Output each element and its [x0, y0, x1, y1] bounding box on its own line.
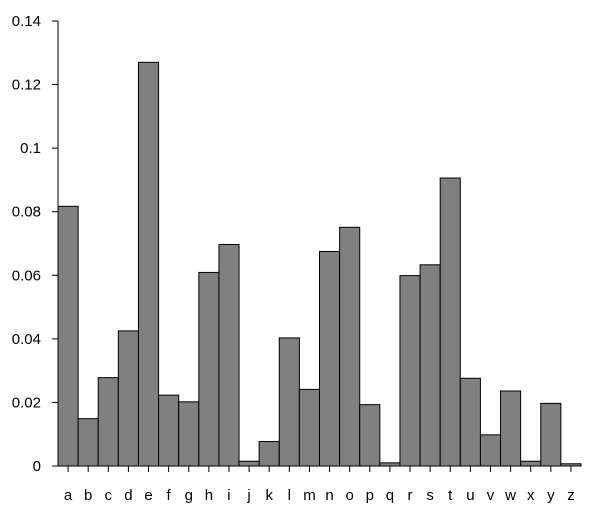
x-tick-label: g	[185, 487, 193, 504]
x-tick-label: d	[124, 487, 132, 504]
x-tick-label: l	[288, 487, 291, 504]
bar-s	[419, 264, 441, 467]
x-tick-label: o	[346, 487, 354, 504]
x-tick-label: e	[144, 487, 152, 504]
x-tick-label: h	[205, 487, 213, 504]
bar-t	[439, 177, 461, 467]
bar-m	[298, 388, 320, 467]
y-tick-label: 0.14	[12, 13, 41, 30]
y-axis: 0 0.02 0.04 0.06 0.08 0.1 0.12 0.14	[12, 13, 59, 475]
x-tick-label: k	[265, 487, 273, 504]
bar-i	[218, 243, 240, 467]
x-tick-label: q	[386, 487, 394, 504]
bar-f	[158, 394, 180, 467]
bar-x	[520, 460, 542, 467]
bar-g	[178, 401, 200, 467]
x-tick-label: a	[64, 487, 73, 504]
y-tick-label: 0	[33, 458, 41, 475]
bar-w	[500, 390, 522, 467]
x-tick-label: w	[504, 487, 516, 504]
bar-h	[198, 271, 220, 467]
x-tick-label: s	[426, 487, 434, 504]
bar-l	[278, 337, 300, 467]
y-tick-label: 0.02	[12, 394, 41, 411]
x-tick-label: i	[227, 487, 230, 504]
y-tick-label: 0.04	[12, 331, 41, 348]
y-tick-label: 0.08	[12, 204, 41, 221]
x-tick-label: u	[466, 487, 474, 504]
x-tick-label: z	[567, 487, 575, 504]
x-tick-label: m	[303, 487, 316, 504]
bar-j	[238, 460, 260, 467]
y-tick-label: 0.12	[12, 77, 41, 94]
x-tick-label: b	[84, 487, 92, 504]
bar-o	[339, 226, 361, 467]
x-tick-label: x	[527, 487, 535, 504]
bar-e	[137, 61, 160, 467]
bar-y	[540, 402, 562, 467]
x-tick-label: f	[167, 487, 172, 504]
y-tick-label: 0.06	[12, 267, 41, 284]
x-tick-label: y	[547, 487, 555, 504]
x-tick-label: v	[487, 487, 495, 504]
x-tick-label: j	[246, 487, 250, 504]
bar-p	[359, 404, 381, 467]
bar-r	[399, 275, 421, 467]
x-tick-label: p	[366, 487, 374, 504]
bar-c	[97, 377, 119, 467]
bar-n	[319, 250, 341, 467]
bar-a	[57, 205, 79, 467]
x-tick-label: r	[408, 487, 413, 504]
bar-k	[258, 441, 280, 467]
bar-u	[459, 377, 481, 467]
bar-d	[117, 330, 139, 467]
y-tick-label: 0.1	[20, 140, 41, 157]
bar-b	[77, 418, 99, 467]
x-tick-label: t	[448, 487, 453, 504]
bars	[57, 61, 582, 467]
x-tick-label: c	[105, 487, 113, 504]
bar-v	[479, 434, 502, 467]
x-tick-label: n	[325, 487, 333, 504]
